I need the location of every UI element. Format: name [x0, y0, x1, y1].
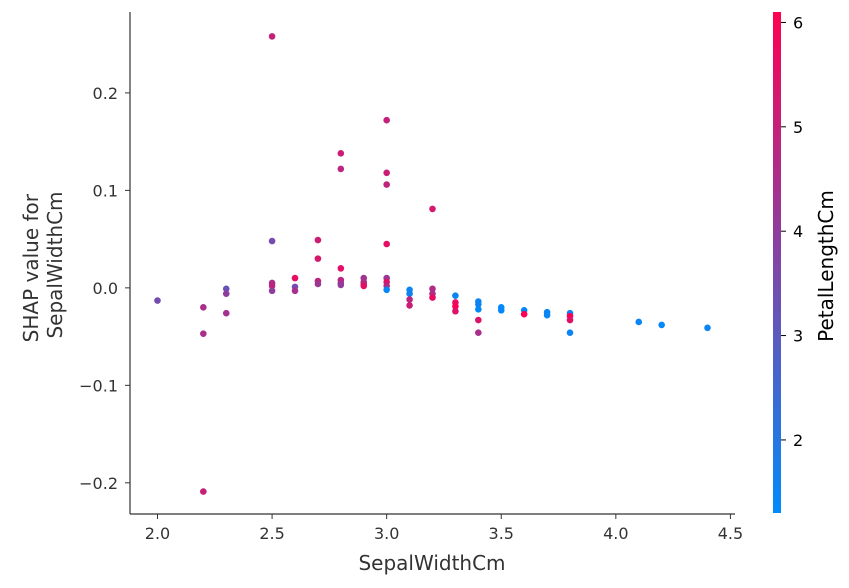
data-point	[222, 285, 230, 293]
colorbar-label: PetalLengthCm	[814, 190, 838, 342]
data-point	[291, 274, 299, 282]
colorbar-tick-label: 6	[793, 13, 803, 32]
data-point	[200, 304, 207, 311]
data-point	[222, 290, 230, 298]
colorbar	[773, 12, 781, 513]
y-tick-label: −0.2	[79, 474, 118, 493]
data-point	[452, 303, 459, 310]
data-point	[543, 311, 551, 319]
data-point	[566, 316, 574, 324]
data-point	[291, 287, 299, 295]
data-point	[406, 302, 413, 309]
x-tick-label: 2.5	[259, 524, 284, 543]
data-point	[635, 318, 643, 326]
data-point	[337, 281, 345, 289]
data-point	[452, 292, 459, 299]
data-point	[383, 116, 390, 124]
data-point	[383, 169, 390, 177]
data-point	[383, 181, 390, 188]
data-point	[268, 282, 276, 290]
y-axis-label-line-1: SHAP value for	[19, 193, 43, 342]
data-point	[429, 294, 436, 301]
y-tick-label: −0.1	[79, 376, 118, 395]
data-point	[268, 287, 276, 295]
y-tick-label: 0.1	[93, 181, 118, 200]
data-point	[497, 306, 505, 314]
scatter-points	[154, 33, 711, 495]
data-point	[520, 310, 528, 318]
data-point	[566, 329, 574, 336]
y-tick-label: 0.0	[93, 279, 118, 298]
data-point	[200, 488, 207, 495]
data-point	[222, 309, 230, 317]
x-tick-label: 3.5	[489, 524, 514, 543]
colorbar-tick-label: 4	[793, 222, 803, 241]
data-point	[360, 282, 368, 290]
data-point	[452, 307, 459, 315]
x-axis-ticks: 2.0 2.5 3.0 3.5 4.0 4.5	[145, 514, 743, 543]
data-point	[475, 301, 482, 308]
data-point	[658, 321, 665, 329]
data-point	[406, 290, 413, 298]
colorbar-ticks: 2 3 4 5 6	[781, 13, 803, 450]
x-tick-label: 2.0	[145, 524, 170, 543]
colorbar-tick-label: 2	[793, 431, 803, 450]
data-point	[200, 330, 207, 337]
data-point	[383, 286, 390, 294]
data-point	[429, 205, 436, 213]
data-point	[314, 255, 322, 262]
data-point	[337, 265, 345, 272]
data-point	[268, 237, 276, 245]
data-point	[337, 165, 345, 173]
colorbar-tick-label: 3	[793, 327, 803, 346]
data-point	[475, 329, 482, 336]
data-point	[475, 316, 482, 324]
data-point	[314, 236, 322, 244]
y-axis-label: SHAP value for SepalWidthCm	[19, 188, 67, 343]
y-axis-label-line-2: SepalWidthCm	[43, 191, 67, 338]
data-point	[268, 33, 276, 40]
data-point	[383, 240, 390, 248]
data-point	[406, 296, 413, 303]
data-point	[429, 285, 436, 293]
data-point	[314, 280, 322, 288]
x-tick-label: 4.5	[718, 524, 743, 543]
y-axis-ticks: 0.2 0.1 0.0 −0.1 −0.2	[79, 84, 130, 493]
data-point	[704, 324, 711, 332]
x-tick-label: 3.0	[374, 524, 399, 543]
data-point	[475, 306, 482, 313]
x-tick-label: 4.0	[603, 524, 628, 543]
colorbar-tick-label: 5	[793, 118, 803, 137]
data-point	[337, 150, 345, 157]
x-axis-label: SepalWidthCm	[358, 551, 505, 575]
data-point	[154, 297, 161, 304]
y-tick-label: 0.2	[93, 84, 118, 103]
